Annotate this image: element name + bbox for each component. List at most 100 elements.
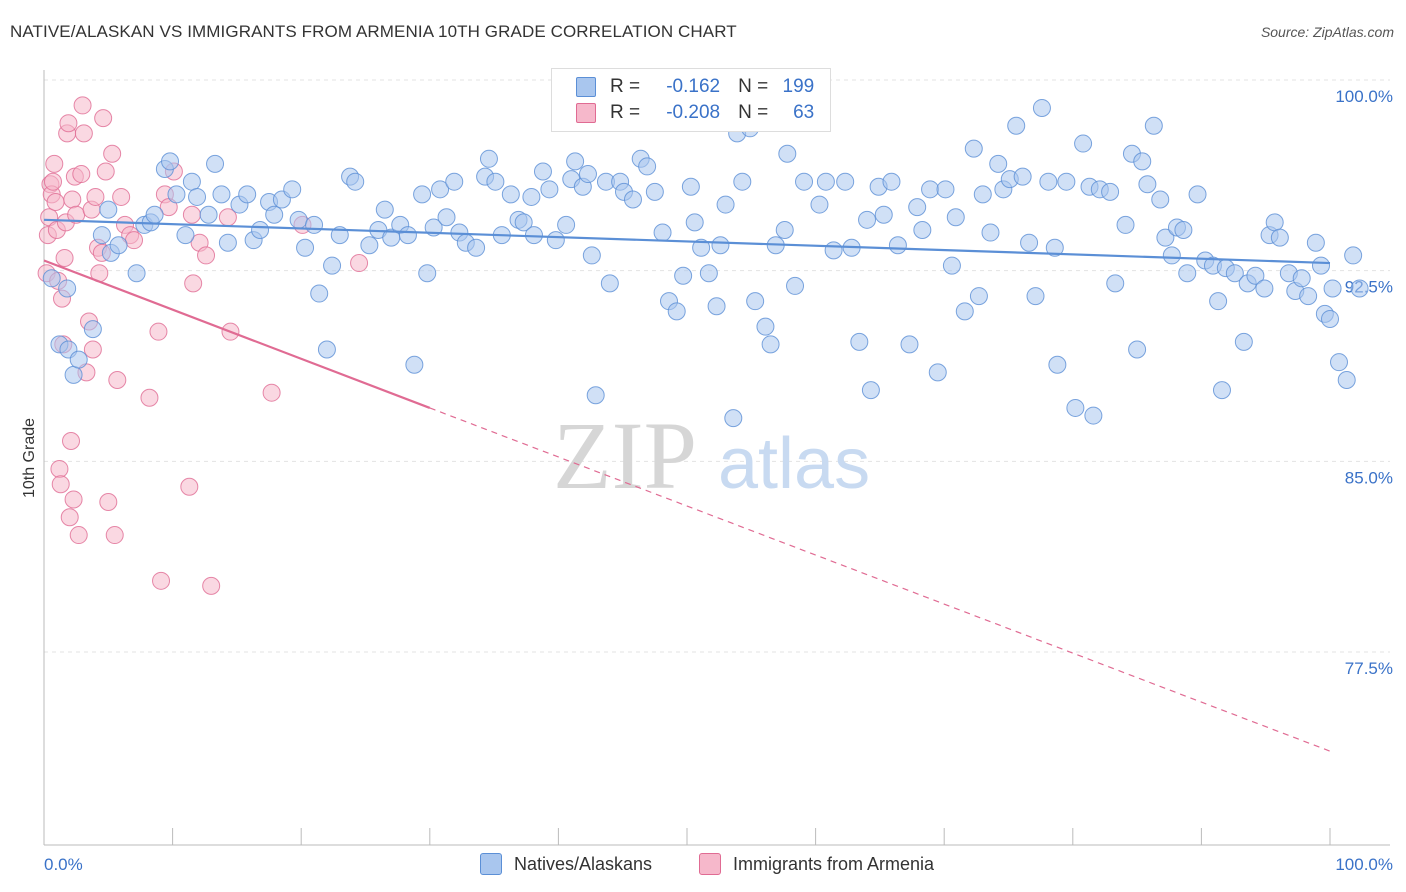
data-point — [1048, 355, 1067, 374]
data-point — [746, 292, 765, 311]
data-point — [140, 388, 159, 407]
data-point — [72, 165, 91, 184]
y-tick-label: 77.5% — [1345, 659, 1393, 678]
data-point — [778, 144, 797, 163]
data-point — [1311, 256, 1330, 275]
data-point — [1151, 190, 1170, 209]
data-point — [63, 190, 82, 209]
data-point — [413, 185, 432, 204]
data-point — [1133, 152, 1152, 171]
data-point — [262, 383, 281, 402]
data-point — [1101, 182, 1120, 201]
data-point — [283, 180, 302, 199]
data-point — [310, 284, 329, 303]
data-point — [928, 363, 947, 382]
data-point — [206, 154, 225, 173]
data-point — [1013, 167, 1032, 186]
data-point — [62, 431, 81, 450]
data-point — [681, 177, 700, 196]
data-point — [1039, 172, 1058, 191]
x-tick-labels: 0.0% 100.0% — [44, 855, 1393, 874]
data-point — [1178, 264, 1197, 283]
data-point — [479, 149, 498, 168]
data-point — [969, 287, 988, 306]
data-point — [94, 109, 113, 128]
data-point — [46, 193, 65, 212]
data-point — [83, 340, 102, 359]
data-point — [850, 332, 869, 351]
data-point — [1188, 185, 1207, 204]
watermark: ZIP atlas — [553, 402, 870, 509]
data-point — [103, 144, 122, 163]
correlation-legend: R = -0.162 N = 199 R = -0.208 N = 63 — [551, 68, 831, 132]
data-point — [289, 210, 308, 229]
bottom-legend-natives: Natives/Alaskans — [480, 852, 652, 876]
data-point — [1116, 215, 1135, 234]
data-point — [64, 490, 83, 509]
data-point — [92, 226, 111, 245]
data-point — [398, 226, 417, 245]
data-point — [888, 236, 907, 255]
data-point — [692, 238, 711, 257]
data-point — [1321, 309, 1339, 328]
data-point — [1337, 370, 1356, 389]
data-point — [716, 195, 735, 214]
data-point — [908, 198, 927, 217]
data-point — [1174, 220, 1193, 239]
data-point — [1246, 266, 1265, 285]
bottom-legend-swatch-armenia — [699, 853, 721, 875]
data-point — [184, 274, 203, 293]
data-point — [921, 180, 940, 199]
data-point — [973, 185, 992, 204]
legend-swatch-armenia — [576, 103, 596, 123]
data-point — [861, 381, 880, 400]
data-point — [105, 526, 124, 545]
data-point — [1032, 98, 1051, 117]
data-point — [1066, 398, 1085, 417]
data-point — [1270, 228, 1289, 247]
data-point — [152, 571, 171, 590]
data-point — [60, 508, 79, 527]
data-point — [1209, 292, 1228, 311]
data-point — [946, 208, 965, 227]
data-point — [724, 409, 743, 428]
data-point — [127, 264, 146, 283]
data-point — [600, 274, 619, 293]
data-point — [1299, 287, 1318, 306]
data-point — [586, 386, 605, 405]
data-point — [431, 180, 450, 199]
data-point — [375, 200, 394, 219]
data-point — [824, 241, 843, 260]
data-point — [964, 139, 983, 158]
data-point — [305, 215, 324, 234]
data-point — [836, 172, 855, 191]
data-point — [858, 210, 877, 229]
data-point — [667, 302, 686, 321]
data-point — [540, 180, 559, 199]
x-tick-label: 100.0% — [1335, 855, 1393, 874]
data-point — [582, 246, 601, 265]
data-point — [83, 320, 102, 339]
data-point — [733, 172, 752, 191]
data-point — [45, 154, 64, 173]
data-point — [1265, 213, 1284, 232]
series-immigrants-from-armenia — [37, 96, 369, 595]
data-point — [1330, 353, 1349, 372]
y-tick-label: 100.0% — [1335, 87, 1393, 106]
data-point — [989, 154, 1008, 173]
data-point — [1020, 233, 1039, 252]
bottom-legend-label-natives: Natives/Alaskans — [514, 853, 653, 874]
data-point — [418, 264, 437, 283]
data-point — [149, 322, 168, 341]
y-tick-label: 85.0% — [1345, 468, 1393, 487]
data-point — [623, 190, 642, 209]
data-point — [546, 231, 565, 250]
data-point — [99, 200, 118, 219]
data-point — [296, 238, 315, 257]
data-point — [44, 172, 63, 191]
trend-line — [43, 259, 431, 409]
data-point — [1026, 287, 1045, 306]
data-point — [180, 477, 199, 496]
data-point — [699, 264, 718, 283]
data-point — [707, 297, 726, 316]
